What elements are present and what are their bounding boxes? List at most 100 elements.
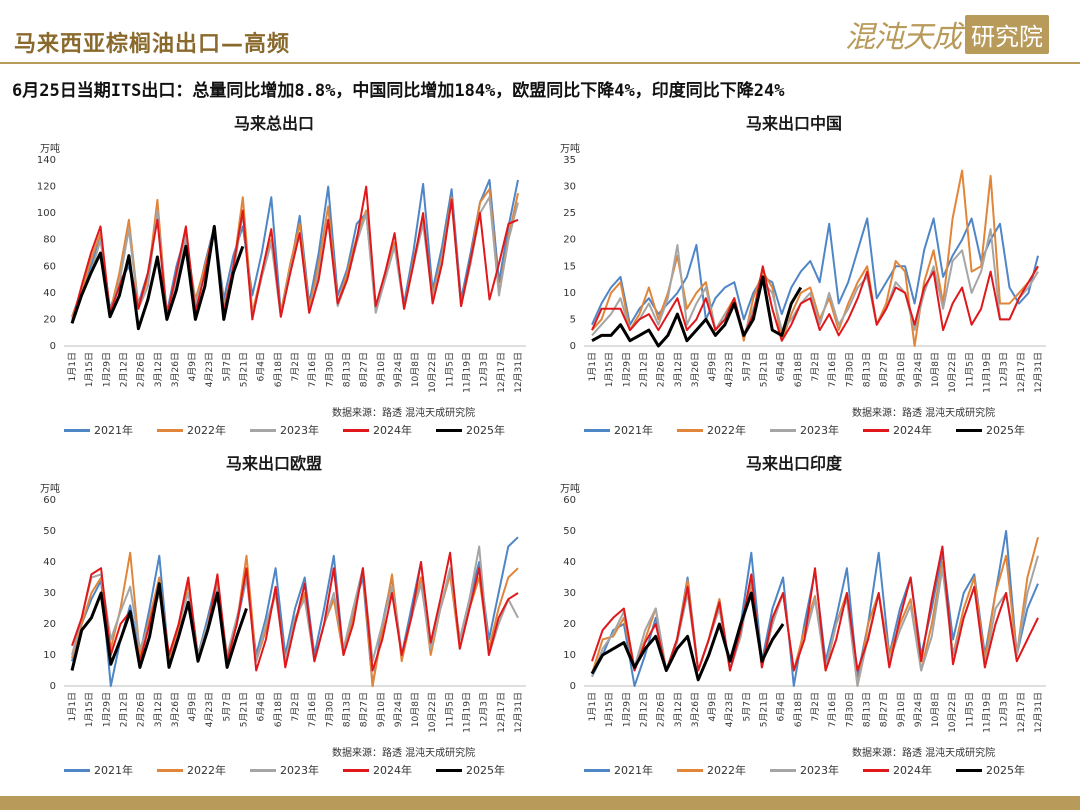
y-tick-label: 15 [563,261,576,272]
y-tick-label: 5 [570,314,576,325]
x-tick-label: 7月2日 [290,692,301,721]
x-tick-label: 8月27日 [359,692,370,727]
x-tick-label: 11月19日 [462,692,473,733]
x-tick-label: 10月8日 [930,352,941,387]
logo-main-text: 混沌天成 [845,20,962,55]
legend-label: 2021年 [614,424,653,437]
x-tick-label: 3月26日 [170,692,181,727]
x-tick-label: 11月19日 [982,352,993,393]
x-tick-label: 12月31日 [1033,352,1044,393]
x-tick-label: 5月21日 [239,352,250,387]
y-tick-label: 50 [43,526,56,537]
y-tick-label: 35 [563,155,576,166]
x-tick-label: 12月3日 [479,352,490,387]
legend-swatch [64,428,90,432]
legend-swatch [436,768,462,772]
series-line-1 [591,530,1039,687]
x-tick-label: 9月24日 [393,352,404,387]
x-tick-label: 2月12日 [118,352,129,387]
x-tick-label: 4月23日 [724,692,735,727]
x-tick-label: 4月23日 [724,352,735,387]
chart-legend: 2021年 2022年 2023年 2024年 2025年 [64,762,529,778]
x-tick-label: 12月31日 [513,692,524,733]
legend-item: 2024年 [343,422,436,438]
legend-swatch [343,428,369,432]
series-line-5 [70,582,248,671]
x-tick-label: 11月5日 [964,352,975,387]
x-tick-label: 5月7日 [221,692,232,721]
x-tick-label: 4月23日 [204,352,215,387]
chart-panel-india: 马来出口印度 万吨 0 10 20 30 40 50 60 1月1日 1月15日 1月29日 2月12日… [534,448,1054,778]
chart-svg: 0 5 10 15 20 25 30 35 1月1日 1月15日 1月29日 2月12日 2月26日 3月… [563,155,1046,393]
x-tick-label: 4月9日 [187,692,198,721]
legend-swatch [956,428,982,432]
x-tick-label: 7月16日 [827,692,838,727]
y-tick-label: 120 [37,182,56,193]
legend-swatch [584,768,610,772]
x-tick-label: 4月9日 [187,352,198,381]
data-source: 数据来源：路透 混沌天成研究院 [852,408,996,419]
series-line-5 [591,275,803,348]
x-tick-label: 1月1日 [587,692,598,721]
x-tick-label: 5月21日 [759,352,770,387]
x-tick-label: 6月18日 [273,692,284,727]
legend-swatch [770,768,796,772]
x-tick-label: 3月26日 [170,352,181,387]
x-tick-label: 10月22日 [427,692,438,733]
data-source: 数据来源：路透 混沌天成研究院 [332,748,476,759]
series-line-4 [591,545,1039,672]
x-tick-label: 7月2日 [810,692,821,721]
page-title: 马来西亚棕榈油出口—高频 [14,32,291,57]
x-tick-label: 3月12日 [153,692,164,727]
x-tick-label: 2月26日 [656,352,667,387]
series-line-4 [71,185,519,323]
chart-panel-total: 马来总出口 万吨 0 20 40 60 80 100 120 140 1月1日 1月15日 1月29日 2… [14,108,534,438]
legend-label: 2023年 [800,764,839,777]
legend-swatch [584,428,610,432]
y-tick-label: 0 [570,681,576,692]
legend-item: 2023年 [250,762,343,778]
x-tick-label: 6月4日 [256,692,267,721]
y-tick-label: 140 [37,155,56,166]
y-tick-label: 60 [43,261,56,272]
x-tick-label: 9月10日 [896,692,907,727]
x-tick-label: 12月17日 [1016,352,1027,393]
x-tick-label: 4月9日 [707,692,718,721]
x-tick-label: 11月5日 [444,692,455,727]
legend-label: 2024年 [893,764,932,777]
legend-swatch [157,428,183,432]
x-tick-label: 3月26日 [690,352,701,387]
legend-item: 2023年 [770,422,863,438]
chart-svg: 0 10 20 30 40 50 60 1月1日 1月15日 1月29日 2月12日 2月26日 3月1… [563,495,1046,733]
x-tick-label: 7月30日 [324,352,335,387]
x-tick-label: 1月29日 [621,692,632,727]
y-tick-label: 30 [563,588,576,599]
series-line-5 [70,224,245,331]
data-source: 数据来源：路透 混沌天成研究院 [852,748,996,759]
legend-swatch [250,768,276,772]
legend-label: 2021年 [614,764,653,777]
x-tick-label: 8月27日 [879,352,890,387]
x-tick-label: 9月24日 [913,692,924,727]
x-tick-label: 3月12日 [153,352,164,387]
y-tick-label: 25 [563,208,576,219]
x-tick-label: 2月26日 [136,352,147,387]
footer-bar [0,796,1080,810]
x-tick-label: 3月26日 [690,692,701,727]
x-tick-label: 7月30日 [844,352,855,387]
y-axis-unit: 万吨 [560,484,580,495]
series-line-4 [591,265,1039,342]
legend-item: 2021年 [584,762,677,778]
y-axis-unit: 万吨 [40,484,60,495]
x-tick-label: 1月29日 [101,352,112,387]
x-tick-label: 8月13日 [861,352,872,387]
x-tick-label: 8月27日 [879,692,890,727]
x-tick-label: 1月15日 [604,352,615,387]
legend-label: 2023年 [280,764,319,777]
legend-swatch [770,428,796,432]
x-tick-label: 3月12日 [673,692,684,727]
x-tick-label: 1月15日 [84,692,95,727]
legend-swatch [157,768,183,772]
x-tick-label: 9月10日 [376,352,387,387]
y-tick-label: 80 [43,235,56,246]
